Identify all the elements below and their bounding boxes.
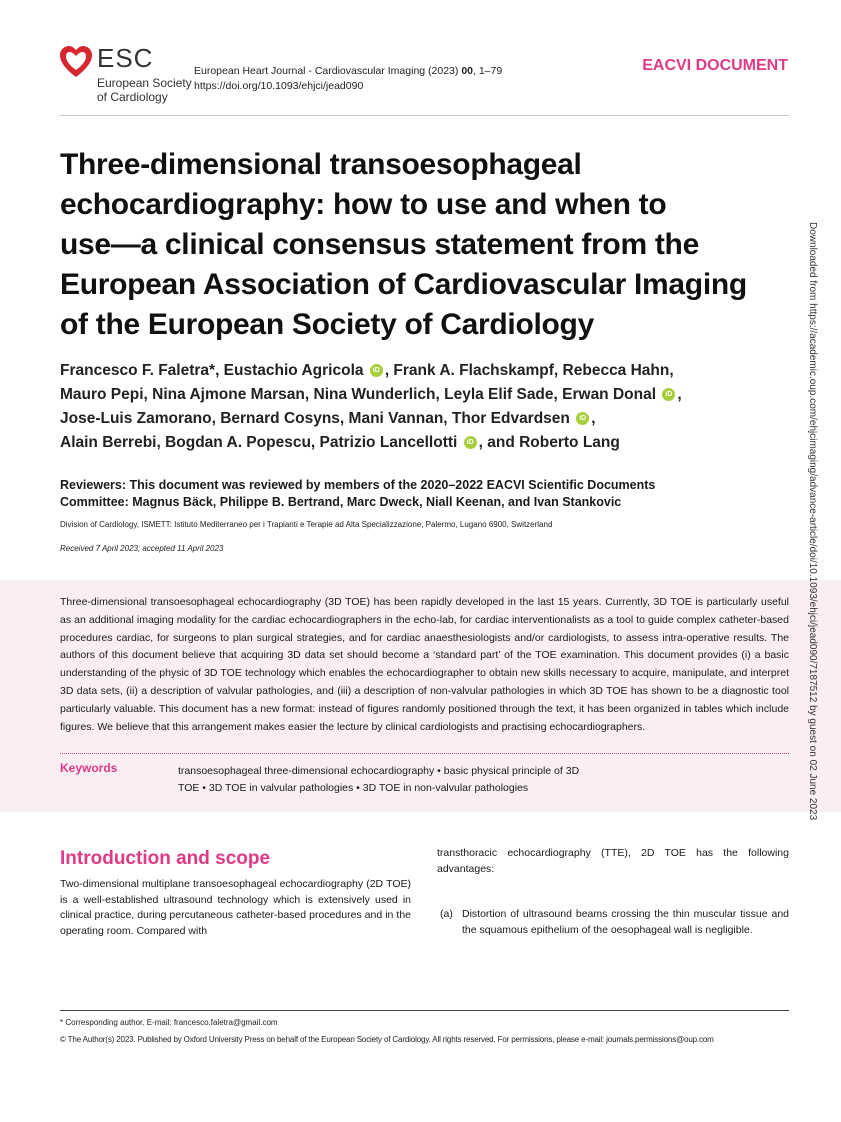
header-divider bbox=[60, 115, 789, 116]
intro-left-text: Two-dimensional multiplane transoesophag… bbox=[60, 878, 411, 937]
doi-link[interactable]: https://doi.org/10.1093/ehjci/jead090 bbox=[194, 80, 364, 92]
list-item-label: (a) bbox=[440, 908, 453, 920]
orcid-icon[interactable]: iD bbox=[576, 412, 590, 426]
intro-right-text: transthoracic echocardiography (TTE), 2D… bbox=[437, 847, 789, 875]
article-title: Three-dimensional transoesophageal echoca… bbox=[60, 145, 800, 345]
title-line: use—a clinical consensus statement from … bbox=[60, 228, 699, 261]
download-note: Downloaded from https://academic.oup.com… bbox=[807, 222, 818, 821]
reviewers-line: Reviewers: This document was reviewed by… bbox=[60, 478, 656, 492]
author-list: Francesco F. Faletra*, Eustachio Agricol… bbox=[60, 359, 800, 455]
orcid-icon[interactable]: iD bbox=[369, 364, 383, 378]
author-line: Alain Berrebi, Bogdan A. Popescu, Patriz… bbox=[60, 431, 800, 455]
author-names: , and Roberto Lang bbox=[478, 434, 620, 451]
title-line: European Association of Cardiovascular I… bbox=[60, 268, 747, 301]
footer-divider bbox=[60, 1010, 789, 1011]
author-names: Mauro Pepi, Nina Ajmone Marsan, Nina Wun… bbox=[60, 386, 657, 403]
journal-pages: , 1–79 bbox=[473, 65, 503, 77]
author-line: Francesco F. Faletra*, Eustachio Agricol… bbox=[60, 359, 800, 383]
author-names: , bbox=[677, 386, 682, 403]
author-line: Jose-Luis Zamorano, Bernard Cosyns, Mani… bbox=[60, 407, 800, 431]
journal-volume: 00 bbox=[461, 65, 473, 77]
document-type: EACVI DOCUMENT bbox=[642, 57, 788, 74]
author-names: Alain Berrebi, Bogdan A. Popescu, Patriz… bbox=[60, 434, 458, 451]
journal-name: European Heart Journal - Cardiovascular … bbox=[194, 65, 462, 77]
reviewers-line: Committee: Magnus Bäck, Philippe B. Bert… bbox=[60, 495, 622, 509]
title-line: echocardiography: how to use and when to bbox=[60, 188, 667, 221]
orcid-icon[interactable]: iD bbox=[662, 388, 676, 402]
section-heading: Introduction and scope bbox=[60, 848, 271, 869]
author-names: , Frank A. Flachskampf, Rebecca Hahn, bbox=[384, 362, 674, 379]
keywords-label: Keywords bbox=[60, 761, 118, 775]
logo-subtitle: European Society of Cardiology bbox=[97, 76, 192, 104]
reviewers: Reviewers: This document was reviewed by… bbox=[60, 477, 655, 511]
affiliation: Division of Cardiology, ISMETT: Istituto… bbox=[60, 520, 553, 529]
corresponding-author: * Corresponding author. E-mail: francesc… bbox=[60, 1018, 278, 1027]
abstract-text: Three-dimensional transoesophageal echoc… bbox=[60, 596, 789, 733]
title-line: of the European Society of Cardiology bbox=[60, 308, 594, 341]
author-line: Mauro Pepi, Nina Ajmone Marsan, Nina Wun… bbox=[60, 383, 800, 407]
logo-sub-line: European Society bbox=[97, 76, 192, 90]
title-line: Three-dimensional transoesophageal bbox=[60, 148, 582, 181]
copyright: © The Author(s) 2023. Published by Oxfor… bbox=[60, 1035, 714, 1044]
author-names: , bbox=[591, 410, 596, 427]
author-names: Francesco F. Faletra*, Eustachio Agricol… bbox=[60, 362, 364, 379]
received-dates: Received 7 April 2023; accepted 11 April… bbox=[60, 544, 224, 553]
keywords-text: transoesophageal three-dimensional echoc… bbox=[178, 765, 580, 794]
abstract-divider bbox=[60, 753, 789, 754]
logo-sub-line: of Cardiology bbox=[97, 90, 168, 104]
abstract-box bbox=[0, 580, 841, 812]
logo-text: ESC bbox=[97, 43, 154, 73]
journal-citation: European Heart Journal - Cardiovascular … bbox=[194, 64, 502, 94]
author-names: Jose-Luis Zamorano, Bernard Cosyns, Mani… bbox=[60, 410, 570, 427]
list-item-text: Distortion of ultrasound beams crossing … bbox=[462, 908, 789, 936]
esc-heart-logo-icon bbox=[60, 46, 92, 77]
orcid-icon[interactable]: iD bbox=[463, 436, 477, 450]
